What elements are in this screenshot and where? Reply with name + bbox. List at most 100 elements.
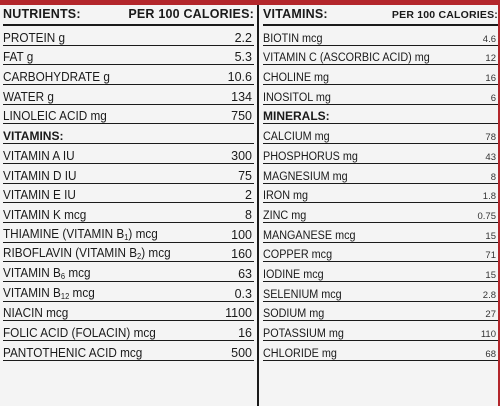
vitamin-value: 500 <box>231 345 252 360</box>
nutrition-panel <box>0 5 500 406</box>
vitamin-name: PANTOTHENIC ACID mcg <box>3 345 143 360</box>
vitamin-name: VITAMIN D IU <box>3 168 77 183</box>
nutrient-name: PROTEIN g <box>3 30 66 45</box>
vitamin-row: VITAMIN B6 mcg 63 <box>3 262 254 282</box>
vitamin-value: 1100 <box>225 306 252 321</box>
mineral-name: MAGNESIUM mg <box>263 170 348 183</box>
vitamin-row: VITAMIN C (ASCORBIC ACID) mg 12 <box>263 46 498 66</box>
nutrient-name: CARBOHYDRATE g <box>3 70 110 85</box>
vitamin-name: VITAMIN B12 mcg <box>3 285 95 301</box>
mineral-value: 15 <box>485 269 496 281</box>
per-100-calories-heading: PER 100 CALORIES: <box>391 9 498 21</box>
column-divider <box>257 5 259 406</box>
mineral-value: 78 <box>485 132 496 144</box>
mineral-row: CHLORIDE mg 68 <box>263 341 498 361</box>
mineral-value: 43 <box>485 151 496 163</box>
mineral-value: 27 <box>485 309 496 321</box>
vitamin-row: BIOTIN mcg 4.6 <box>263 26 498 46</box>
mineral-value: 68 <box>485 348 496 360</box>
mineral-row: ZINC mg 0.75 <box>263 203 498 223</box>
vitamin-name: VITAMIN B6 mcg <box>3 265 91 281</box>
mineral-name: PHOSPHORUS mg <box>263 150 358 163</box>
nutrient-value: 750 <box>231 109 252 124</box>
vitamin-row: PANTOTHENIC ACID mcg 500 <box>3 341 254 361</box>
vitamin-name: VITAMIN K mcg <box>3 207 87 222</box>
mineral-name: CALCIUM mg <box>263 131 330 144</box>
vitamins-heading: VITAMINS: <box>263 7 328 21</box>
per-100-calories-heading: PER 100 CALORIES: <box>128 7 254 21</box>
mineral-row: PHOSPHORUS mg 43 <box>263 144 498 164</box>
vitamins-section-heading: VITAMINS: <box>3 124 254 145</box>
top-red-border <box>0 0 500 5</box>
vitamin-name: CHOLINE mg <box>263 72 330 85</box>
nutrient-value: 2.2 <box>234 30 252 45</box>
vitamin-name: VITAMIN C (ASCORBIC ACID) mg <box>263 52 430 65</box>
mineral-value: 2.8 <box>482 289 496 301</box>
vitamin-name: RIBOFLAVIN (VITAMIN B2) mcg <box>3 246 171 262</box>
mineral-row: IRON mg 1.8 <box>263 184 498 204</box>
nutrient-row: LINOLEIC ACID mg 750 <box>3 105 254 125</box>
vitamin-name: VITAMIN E IU <box>3 188 76 203</box>
vitamin-name: BIOTIN mcg <box>263 32 323 45</box>
mineral-row: MANGANESE mcg 15 <box>263 223 498 243</box>
vitamin-row: VITAMIN E IU 2 <box>3 184 254 204</box>
vitamin-value: 12 <box>485 53 496 65</box>
mineral-row: MAGNESIUM mg 8 <box>263 164 498 184</box>
mineral-name: SELENIUM mcg <box>263 288 342 301</box>
nutrient-row: PROTEIN g 2.2 <box>3 26 254 46</box>
nutrient-value: 10.6 <box>227 70 252 85</box>
vitamin-name: VITAMIN A IU <box>3 148 75 163</box>
mineral-name: POTASSIUM mg <box>263 328 344 340</box>
mineral-row: SELENIUM mcg 2.8 <box>263 282 498 302</box>
vitamin-value: 16 <box>238 326 252 340</box>
vitamin-row: NIACIN mcg 1100 <box>3 302 254 322</box>
mineral-row: SODIUM mg 27 <box>263 302 498 322</box>
vitamin-name: THIAMINE (VITAMIN B1) mcg <box>3 226 158 242</box>
mineral-value: 0.75 <box>477 210 497 222</box>
vitamin-value: 6 <box>490 92 496 104</box>
mineral-row: CALCIUM mg 78 <box>263 124 498 145</box>
right-column: VITAMINS: PER 100 CALORIES: BIOTIN mcg 4.… <box>263 7 498 361</box>
vitamin-row: RIBOFLAVIN (VITAMIN B2) mcg 160 <box>3 243 254 263</box>
mineral-name: COPPER mcg <box>263 249 333 262</box>
nutrient-value: 134 <box>231 89 252 104</box>
mineral-row: COPPER mcg 71 <box>263 243 498 263</box>
mineral-row: POTASSIUM mg 110 <box>263 321 498 341</box>
vitamin-value: 0.3 <box>234 286 252 301</box>
mineral-value: 8 <box>490 171 496 183</box>
vitamin-name: NIACIN mcg <box>3 306 69 321</box>
nutrient-name: FAT g <box>3 50 34 65</box>
minerals-section-heading: MINERALS: <box>263 105 498 125</box>
right-red-border <box>498 0 500 406</box>
vitamin-value: 4.6 <box>482 33 496 45</box>
nutrient-name: WATER g <box>3 89 54 104</box>
vitamin-value: 2 <box>245 188 252 203</box>
vitamin-row: VITAMIN A IU 300 <box>3 144 254 164</box>
nutrient-row: CARBOHYDRATE g 10.6 <box>3 65 254 86</box>
vitamin-row: CHOLINE mg 16 <box>263 65 498 86</box>
mineral-value: 71 <box>485 250 496 262</box>
vitamin-name: FOLIC ACID (FOLACIN) mcg <box>3 326 156 340</box>
nutrient-value: 5.3 <box>234 50 252 65</box>
left-column: NUTRIENTS: PER 100 CALORIES: PROTEIN g 2.… <box>3 7 254 361</box>
vitamin-value: 16 <box>485 73 496 85</box>
mineral-value: 1.8 <box>482 191 496 203</box>
nutrient-name: LINOLEIC ACID mg <box>3 109 107 124</box>
mineral-name: CHLORIDE mg <box>263 347 337 360</box>
vitamin-row: INOSITOL mg 6 <box>263 85 498 105</box>
right-header: VITAMINS: PER 100 CALORIES: <box>263 7 498 26</box>
vitamin-row: VITAMIN D IU 75 <box>3 164 254 184</box>
left-header: NUTRIENTS: PER 100 CALORIES: <box>3 7 254 26</box>
vitamin-row: FOLIC ACID (FOLACIN) mcg 16 <box>3 321 254 341</box>
vitamin-value: 63 <box>238 266 252 281</box>
vitamin-value: 75 <box>238 168 252 183</box>
vitamin-value: 100 <box>231 227 252 242</box>
vitamin-row: VITAMIN B12 mcg 0.3 <box>3 282 254 302</box>
nutrient-row: WATER g 134 <box>3 85 254 105</box>
vitamin-value: 300 <box>231 148 252 163</box>
mineral-row: IODINE mcg 15 <box>263 262 498 282</box>
vitamin-row: VITAMIN K mcg 8 <box>3 203 254 223</box>
mineral-value: 110 <box>480 329 496 340</box>
mineral-name: SODIUM mg <box>263 308 325 321</box>
nutrients-heading: NUTRIENTS: <box>3 7 81 21</box>
